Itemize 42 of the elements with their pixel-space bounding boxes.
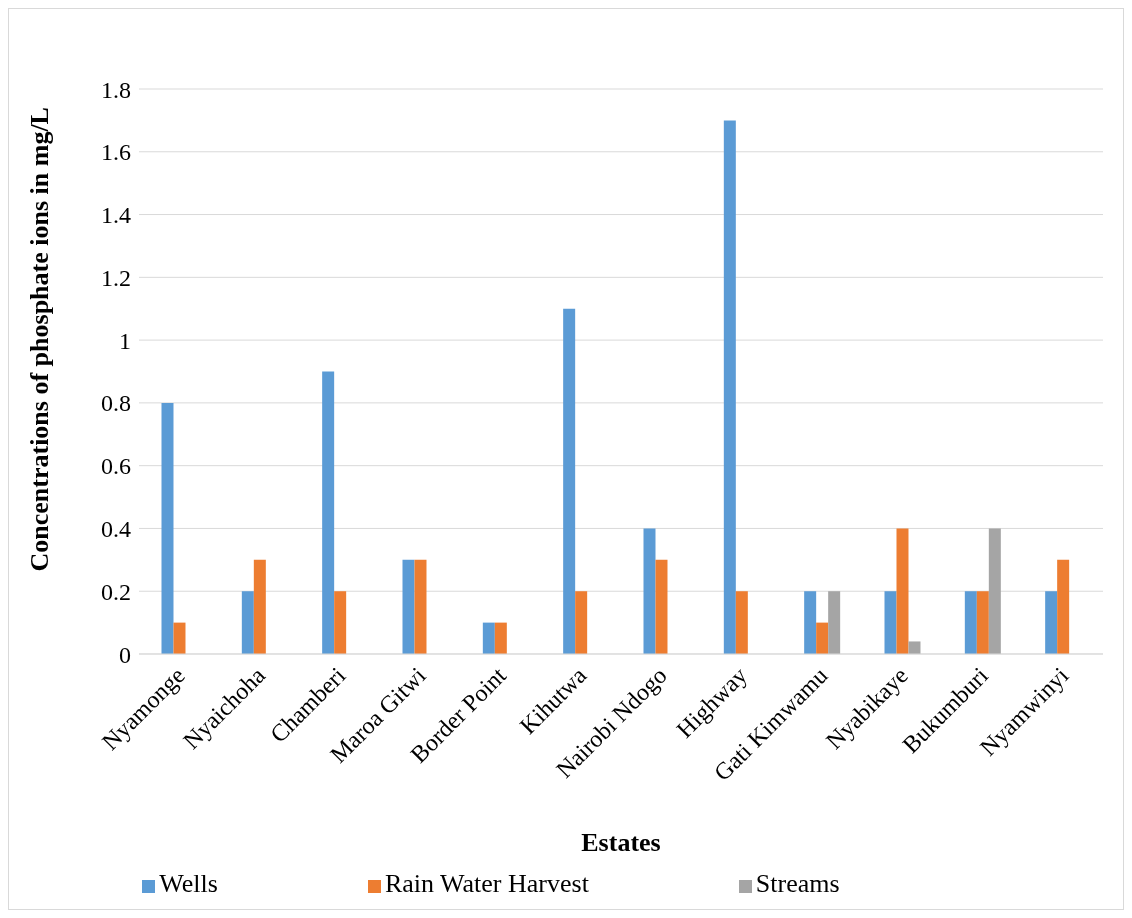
y-tick-label: 1.4 — [101, 202, 131, 229]
bar — [322, 371, 335, 654]
bar — [908, 641, 921, 654]
bar — [655, 559, 668, 654]
legend-label: Streams — [755, 869, 840, 898]
y-axis-title: Concentrations of phosphate ions in mg/L — [25, 107, 55, 572]
bar — [1057, 559, 1070, 654]
y-tick-label: 0.2 — [101, 578, 131, 605]
bar — [804, 591, 817, 654]
bar — [241, 591, 254, 654]
bar — [828, 591, 841, 654]
bar — [988, 528, 1001, 654]
x-axis-title: Estates — [581, 828, 661, 857]
bar — [402, 559, 415, 654]
y-tick-label: 1.8 — [101, 76, 131, 103]
y-tick-label: 1 — [119, 327, 131, 354]
y-tick-label: 0.4 — [101, 515, 131, 542]
bar — [643, 528, 656, 654]
y-tick-label: 0.8 — [101, 390, 131, 417]
bar — [161, 402, 174, 654]
bar — [1045, 591, 1058, 654]
bar — [414, 559, 427, 654]
bar — [723, 120, 736, 654]
bar — [334, 591, 347, 654]
bar — [884, 591, 897, 654]
bar — [563, 308, 576, 654]
bar — [896, 528, 909, 654]
bar — [253, 559, 266, 654]
legend-label: Wells — [159, 869, 218, 898]
bar — [575, 591, 588, 654]
bar — [735, 591, 748, 654]
y-tick-label: 0.6 — [101, 453, 131, 480]
y-tick-label: 0 — [119, 641, 131, 668]
bar — [173, 622, 186, 654]
bar — [482, 622, 495, 654]
y-tick-label: 1.2 — [101, 264, 131, 291]
legend-label: Rain Water Harvest — [384, 869, 589, 898]
bar — [494, 622, 507, 654]
y-tick-label: 1.6 — [101, 139, 131, 166]
bar — [816, 622, 829, 654]
bar — [976, 591, 989, 654]
bar — [964, 591, 977, 654]
